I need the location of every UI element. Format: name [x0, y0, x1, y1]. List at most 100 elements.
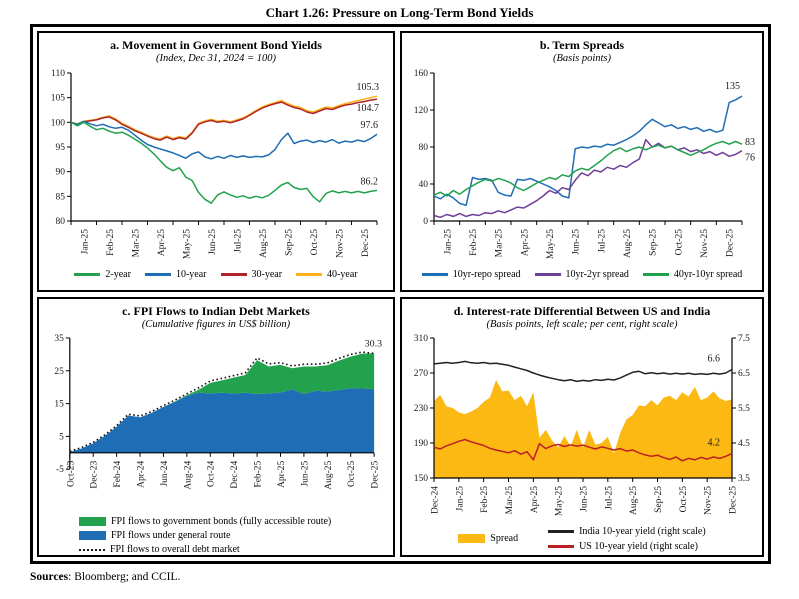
- 40-year-swatch-icon: [296, 272, 323, 276]
- panel-a-legend: 2-year 10-year 30-year 40-year: [39, 269, 393, 280]
- figure-title: Chart 1.26: Pressure on Long-Term Bond Y…: [265, 5, 534, 20]
- svg-text:5: 5: [59, 432, 64, 442]
- svg-text:Mar-25: Mar-25: [505, 486, 515, 515]
- svg-text:Sep-25: Sep-25: [284, 228, 294, 255]
- sources-note: Sources: Bloomberg; and CCIL.: [30, 571, 180, 583]
- svg-text:230: 230: [414, 404, 429, 414]
- series-fpi-flows-to-government-bonds-fully-accessible-route: [69, 353, 375, 452]
- legend-item-fpi-flows-under-general-route: FPI flows under general route: [79, 530, 230, 541]
- legend-label: Spread: [490, 532, 519, 544]
- end-labels: 6.6 4.2: [708, 354, 721, 449]
- panel-d-title: d. Interest-rate Differential Between US…: [453, 303, 711, 318]
- svg-text:Apr-25: Apr-25: [277, 461, 287, 488]
- svg-text:Mar-25: Mar-25: [131, 228, 141, 257]
- end-label-104-7: 104.7: [357, 103, 380, 114]
- end-label-86-2: 86.2: [361, 176, 379, 187]
- legend-label: 10yr-repo spread: [452, 268, 521, 280]
- svg-text:May-25: May-25: [182, 228, 192, 258]
- series-10yr-2yr-spread: [433, 138, 743, 218]
- 2-year-swatch-icon: [74, 272, 101, 276]
- svg-text:Apr-25: Apr-25: [520, 228, 530, 255]
- axes: 35 25 15 5 -5 Oct-23 Dec-23 Feb-24 Apr-24 Jun-24 A…: [54, 334, 380, 490]
- svg-text:6.5: 6.5: [738, 369, 750, 379]
- panel-b-legend: 10yr-repo spread 10yr-2yr spread 40yr-10yr…: [402, 269, 762, 280]
- svg-text:Jun-25: Jun-25: [300, 461, 310, 487]
- svg-text:Feb-25: Feb-25: [254, 461, 264, 488]
- spread-swatch-icon: [458, 533, 486, 543]
- svg-text:Dec-25: Dec-25: [726, 228, 736, 256]
- svg-text:Dec-25: Dec-25: [371, 461, 381, 489]
- legend-label: 10yr-2yr spread: [565, 268, 629, 280]
- fpi-flows-to-overall-debt-market-swatch-icon: [79, 548, 105, 551]
- legend-right: India 10-year yield (right scale) US 10-y…: [548, 526, 706, 552]
- svg-text:4.5: 4.5: [738, 439, 750, 449]
- end-label-76: 76: [745, 152, 755, 163]
- svg-text:Feb-25: Feb-25: [106, 228, 116, 255]
- axes: 110 105 100 95 90 85 80 Jan-25 Feb-25 Mar-25 Apr-2…: [51, 69, 378, 259]
- svg-text:Jan-25: Jan-25: [443, 228, 453, 254]
- svg-text:Jan-25: Jan-25: [80, 228, 90, 254]
- svg-text:100: 100: [51, 118, 66, 128]
- series-10-year: [70, 120, 378, 160]
- end-label-4-2: 4.2: [708, 438, 721, 449]
- 40yr-10yr-spread-swatch-icon: [642, 272, 669, 276]
- legend-label: US 10-year yield (right scale): [579, 541, 698, 553]
- legend-item-10-year: 10-year: [144, 269, 207, 280]
- panel-c: c. FPI Flows to Indian Debt Markets (Cum…: [37, 296, 395, 557]
- legend-label: 2-year: [105, 268, 131, 280]
- svg-text:Jun-25: Jun-25: [208, 228, 218, 254]
- svg-text:270: 270: [414, 369, 429, 379]
- end-labels: 30.3: [365, 338, 382, 349]
- svg-text:Oct-23: Oct-23: [66, 461, 76, 487]
- legend-item-fpi-flows-to-overall-debt-market: FPI flows to overall debt market: [79, 544, 240, 555]
- svg-text:Aug-25: Aug-25: [324, 461, 334, 490]
- legend-item-10yr-repo-spread: 10yr-repo spread: [421, 268, 521, 280]
- svg-text:Jun-25: Jun-25: [572, 228, 582, 254]
- india-10-year-yield-right-scale-swatch-icon: [548, 530, 575, 534]
- lines: [433, 94, 743, 218]
- legend-label: 40yr-10yr spread: [673, 268, 743, 280]
- 10yr-repo-spread-swatch-icon: [421, 272, 448, 276]
- svg-text:Nov-25: Nov-25: [700, 228, 710, 257]
- svg-text:Dec-24: Dec-24: [230, 461, 240, 489]
- svg-text:Oct-25: Oct-25: [679, 486, 689, 513]
- svg-text:Oct-25: Oct-25: [310, 228, 320, 255]
- svg-text:Dec-23: Dec-23: [90, 461, 100, 489]
- svg-text:Aug-25: Aug-25: [623, 228, 633, 257]
- svg-text:Oct-25: Oct-25: [674, 228, 684, 255]
- svg-text:Sep-25: Sep-25: [654, 486, 664, 513]
- svg-text:-5: -5: [56, 465, 64, 475]
- panel-c-legend: FPI flows to government bonds (fully acc…: [39, 516, 393, 555]
- svg-text:35: 35: [54, 334, 64, 344]
- series-fpi-flows-to-overall-debt-market: [69, 351, 375, 453]
- series-40-year: [70, 94, 378, 140]
- svg-text:40: 40: [419, 180, 429, 190]
- series-30-year: [70, 97, 378, 141]
- lines: [69, 351, 375, 453]
- svg-text:Apr-25: Apr-25: [530, 486, 540, 513]
- panel-b-subtitle: (Basis points): [552, 53, 612, 65]
- svg-text:Nov-25: Nov-25: [704, 486, 714, 515]
- svg-text:Dec-24: Dec-24: [431, 486, 441, 514]
- legend-label: FPI flows to overall debt market: [110, 544, 240, 555]
- legend-item-us-10-year-yield-right-scale: US 10-year yield (right scale): [548, 541, 698, 552]
- fpi-flows-under-general-route-swatch-icon: [79, 531, 106, 540]
- 10-year-swatch-icon: [144, 272, 171, 276]
- svg-text:Mar-25: Mar-25: [495, 228, 505, 257]
- legend-label: FPI flows to government bonds (fully acc…: [111, 516, 332, 527]
- series-india-10-year-yield-right-scale: [433, 360, 733, 383]
- lines: [433, 360, 733, 462]
- legend-item-india-10-year-yield-right-scale: India 10-year yield (right scale): [548, 526, 706, 537]
- sources-text: : Bloomberg; and CCIL.: [68, 571, 181, 583]
- svg-text:Dec-25: Dec-25: [729, 486, 739, 514]
- svg-text:Oct-25: Oct-25: [347, 461, 357, 487]
- svg-text:150: 150: [414, 474, 429, 484]
- end-label-6-6: 6.6: [708, 354, 721, 365]
- svg-text:80: 80: [419, 143, 429, 153]
- end-label-105-3: 105.3: [357, 82, 380, 93]
- svg-text:15: 15: [54, 400, 64, 410]
- svg-text:7.5: 7.5: [738, 334, 750, 344]
- svg-text:85: 85: [56, 192, 66, 202]
- panel-d-subtitle: (Basis points, left scale; per cent, rig…: [486, 318, 678, 330]
